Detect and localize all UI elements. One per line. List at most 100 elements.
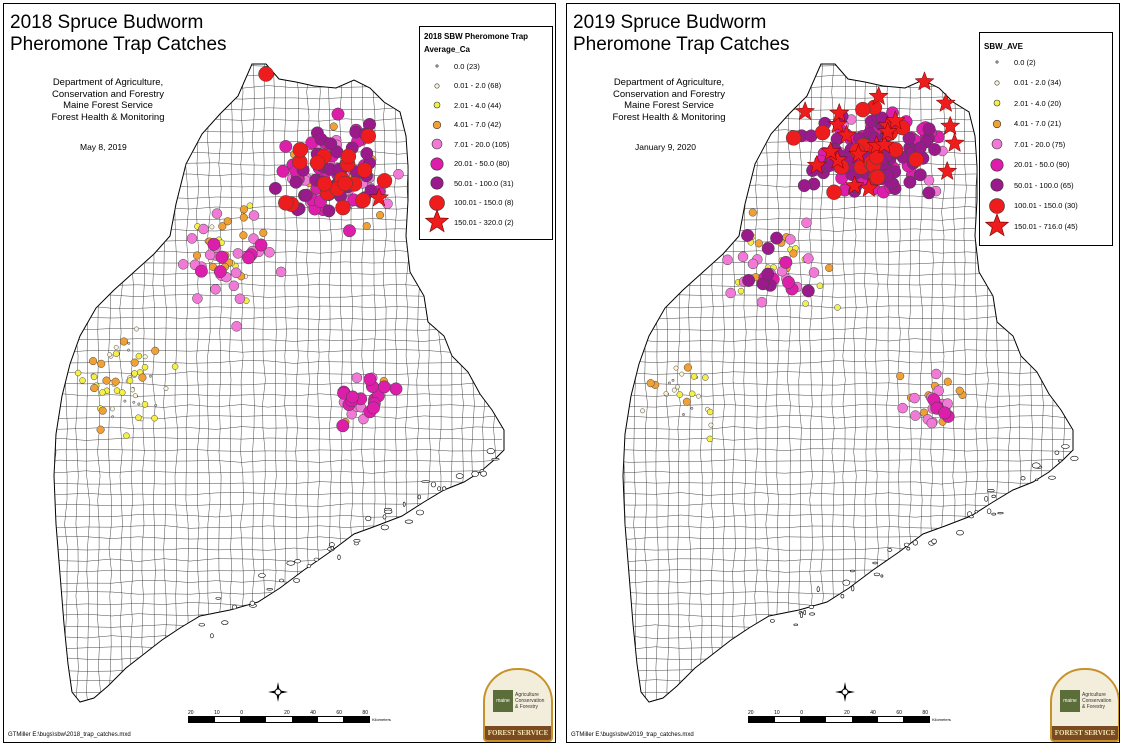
island (313, 557, 319, 562)
trap-catch-marker (134, 326, 139, 332)
trap-catch-marker (130, 358, 139, 367)
trap-catch-marker (345, 390, 359, 404)
trap-catch-marker (897, 402, 908, 414)
trap-catch-marker (708, 422, 714, 428)
trap-catch-marker (742, 274, 756, 287)
legend-label: 0.0 (23) (454, 61, 480, 71)
trap-catch-marker (278, 195, 294, 211)
trap-catch-marker (367, 401, 380, 415)
island (215, 597, 222, 600)
trap-catch-marker (113, 344, 119, 350)
scale-unit: Kilometers (932, 717, 951, 722)
trap-catch-marker (937, 160, 958, 181)
trap-catch-marker (234, 293, 246, 305)
island (480, 470, 487, 477)
trap-catch-marker (646, 379, 655, 388)
trap-catch-marker (89, 357, 98, 366)
trap-catch-marker (910, 410, 921, 421)
island (974, 510, 979, 514)
trap-catch-marker (896, 372, 905, 381)
island (404, 519, 414, 524)
trap-catch-marker (264, 247, 275, 258)
legend-label: 100.01 - 150.0 (30) (1014, 201, 1078, 210)
trap-catch-marker (127, 348, 131, 352)
trap-catch-marker (213, 265, 227, 279)
state-outline (622, 63, 1074, 703)
legend-label: 0.01 - 2.0 (34) (1014, 78, 1062, 87)
trap-catch-marker (335, 199, 351, 216)
legend-label: 100.01 - 150.0 (8) (454, 198, 514, 207)
trap-catch-marker (679, 371, 685, 377)
legend-label: 2.01 - 4.0 (20) (1014, 98, 1062, 108)
trap-catch-marker (228, 280, 240, 292)
legend-item: 2.01 - 4.0 (20) (984, 96, 1061, 110)
island (1061, 444, 1070, 449)
legend-item: 7.01 - 20.0 (75) (984, 137, 1065, 151)
trap-catch-marker (874, 134, 895, 154)
trap-catch-marker (356, 162, 373, 178)
trap-catch-marker (97, 359, 106, 368)
legend-label: 50.01 - 100.0 (65) (1014, 180, 1074, 190)
trap-catch-marker (814, 124, 831, 141)
trap-catch-marker (198, 223, 209, 235)
island (293, 578, 300, 583)
trap-catch-marker (690, 373, 698, 380)
trap-catch-marker (785, 234, 796, 245)
island (1070, 455, 1079, 461)
trap-catch-marker (131, 370, 138, 377)
trap-catch-marker (141, 363, 149, 371)
trap-catch-marker (192, 251, 202, 260)
trap-catch-marker (914, 71, 935, 91)
legend-item: 0.0 (23) (424, 59, 480, 73)
trap-catch-marker (132, 400, 136, 404)
trap-catch-marker (797, 179, 811, 193)
trap-catch-marker (111, 415, 115, 419)
island (380, 524, 389, 531)
trap-catch-marker (192, 293, 203, 304)
legend-label: 50.01 - 100.0 (31) (454, 178, 514, 188)
island (986, 508, 992, 514)
trap-catch-marker (877, 121, 898, 141)
trap-catch-marker (207, 237, 221, 251)
island (986, 489, 995, 493)
trap-catch-marker (74, 369, 82, 377)
island (840, 593, 845, 599)
legend-item: 150.01 - 320.0 (2) (424, 209, 514, 233)
scale-tick-label: 40 (870, 710, 876, 716)
island (221, 620, 229, 625)
island (491, 458, 500, 461)
scale-bar: 20 10 0 20 40 60 80 Kilometers (748, 710, 951, 730)
island (198, 623, 206, 627)
logo-box: maine (493, 690, 513, 712)
department-label: Department of Agriculture, Conservation … (612, 77, 726, 123)
map-panel-2018: 2018 Spruce Budworm Pheromone Trap Catch… (3, 3, 556, 743)
trap-catch-marker (154, 403, 158, 407)
trap-catch-marker (782, 275, 795, 289)
island (455, 473, 464, 479)
circle-symbol-icon (424, 151, 450, 177)
trap-catch-marker (151, 414, 158, 422)
trap-catch-marker (393, 168, 404, 180)
island (353, 539, 361, 543)
trap-catch-marker (737, 251, 749, 263)
trap-catch-marker (239, 205, 248, 214)
trap-catch-marker (204, 249, 216, 261)
trap-catch-marker (802, 300, 809, 307)
island (402, 501, 406, 507)
trap-catch-marker (360, 147, 374, 160)
trap-catch-marker (663, 391, 669, 396)
trap-catch-marker (149, 374, 152, 378)
trap-catch-marker (111, 377, 120, 386)
trap-catch-marker (246, 202, 254, 209)
island (365, 515, 372, 522)
legend-label: 4.01 - 7.0 (21) (1014, 119, 1062, 128)
island (249, 600, 255, 606)
island (931, 538, 937, 544)
map-legend: SBW_AVE 0.0 (2) 0.01 - 2.0 (34) 2.01 - 4.0… (979, 32, 1113, 246)
trap-catch-marker (706, 408, 714, 416)
trap-catch-marker (230, 267, 242, 279)
trap-catch-marker (806, 154, 827, 175)
island (471, 470, 479, 477)
legend-label: 150.01 - 320.0 (2) (454, 217, 514, 227)
trap-catch-marker (748, 208, 757, 217)
